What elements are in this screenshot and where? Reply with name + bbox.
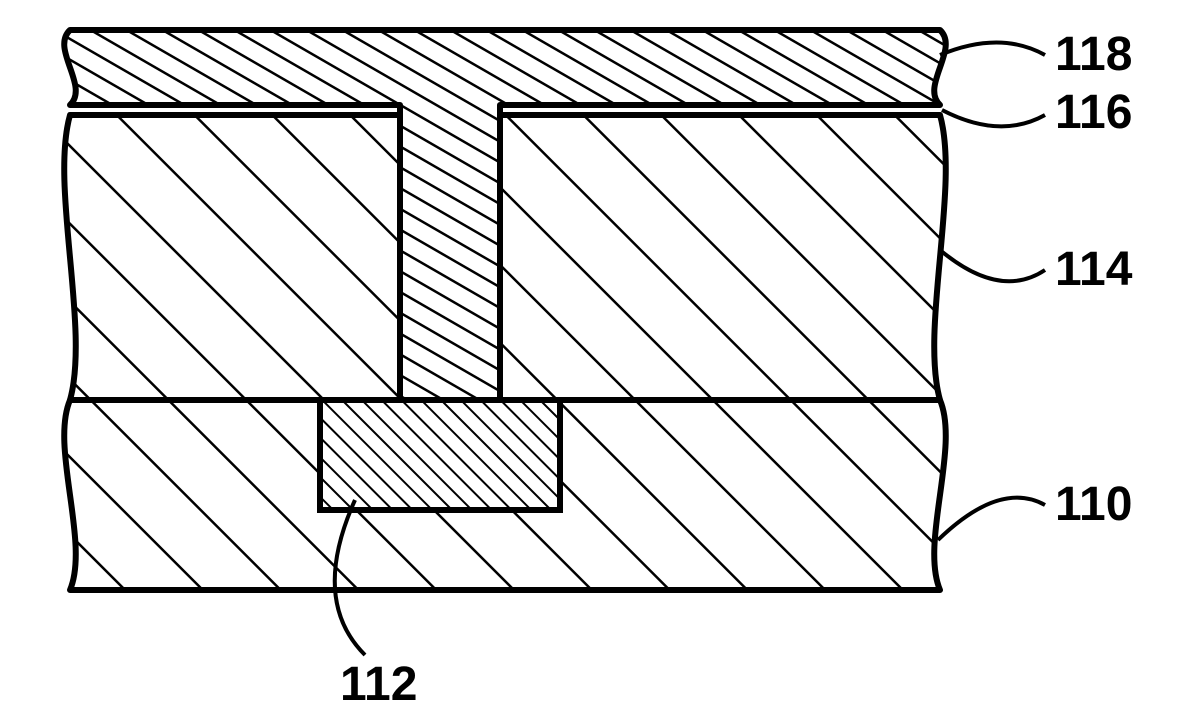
layer-114-dielectric-left <box>64 115 400 400</box>
leader-118 <box>940 43 1045 56</box>
label-110: 110 <box>1055 478 1132 531</box>
region-112-contact <box>320 400 560 510</box>
label-114: 114 <box>1055 243 1133 296</box>
layer-114-dielectric-right <box>500 115 946 400</box>
leader-116 <box>942 110 1045 126</box>
leader-110 <box>938 498 1045 540</box>
label-118: 118 <box>1055 28 1132 81</box>
label-116: 116 <box>1055 86 1132 139</box>
leader-114 <box>940 250 1045 281</box>
label-112: 112 <box>340 658 417 711</box>
